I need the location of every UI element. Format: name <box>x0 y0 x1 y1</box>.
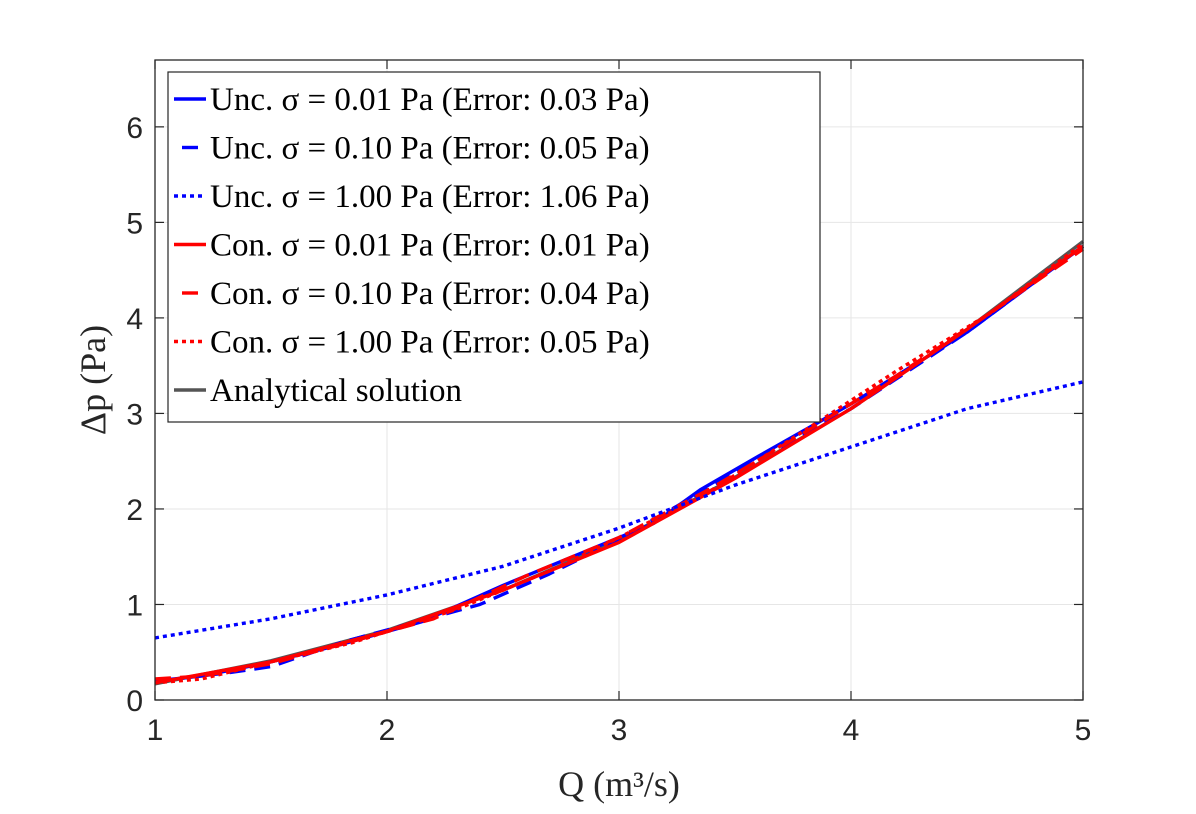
legend-label-5: Con. σ = 0.10 Pa (Error: 0.04 Pa) <box>210 276 650 312</box>
y-tick-label: 2 <box>126 494 143 527</box>
legend: Unc. σ = 0.01 Pa (Error: 0.03 Pa) Unc. σ … <box>167 71 821 423</box>
y-tick-label: 4 <box>126 303 143 336</box>
y-tick-labels: 0 1 2 3 4 5 6 <box>126 112 143 718</box>
legend-label-2: Unc. σ = 0.10 Pa (Error: 0.05 Pa) <box>210 131 650 167</box>
x-tick-labels: 1 2 3 4 5 <box>147 714 1092 747</box>
legend-label-6: Con. σ = 1.00 Pa (Error: 0.05 Pa) <box>210 325 650 361</box>
x-tick-label: 2 <box>379 714 396 747</box>
x-tick-label: 4 <box>843 714 860 747</box>
y-tick-label: 6 <box>126 112 143 145</box>
legend-label-1: Unc. σ = 0.01 Pa (Error: 0.03 Pa) <box>210 82 650 118</box>
legend-label-4: Con. σ = 0.01 Pa (Error: 0.01 Pa) <box>210 228 650 264</box>
axis-ticks <box>154 60 1084 701</box>
y-tick-label: 1 <box>126 589 143 622</box>
x-tick-label: 3 <box>611 714 628 747</box>
legend-label-3: Unc. σ = 1.00 Pa (Error: 1.06 Pa) <box>210 179 650 215</box>
x-tick-label: 1 <box>147 714 164 747</box>
y-axis-label: Δp (Pa) <box>73 325 113 435</box>
y-tick-label: 3 <box>126 398 143 431</box>
y-tick-label: 5 <box>126 207 143 240</box>
legend-box <box>167 71 821 423</box>
legend-label-7: Analytical solution <box>210 373 462 409</box>
x-axis-label: Q (m³/s) <box>558 764 680 804</box>
x-tick-label: 5 <box>1075 714 1092 747</box>
series-group <box>154 240 1085 686</box>
series-line-6 <box>154 242 1085 685</box>
y-tick-label: 0 <box>126 685 143 718</box>
